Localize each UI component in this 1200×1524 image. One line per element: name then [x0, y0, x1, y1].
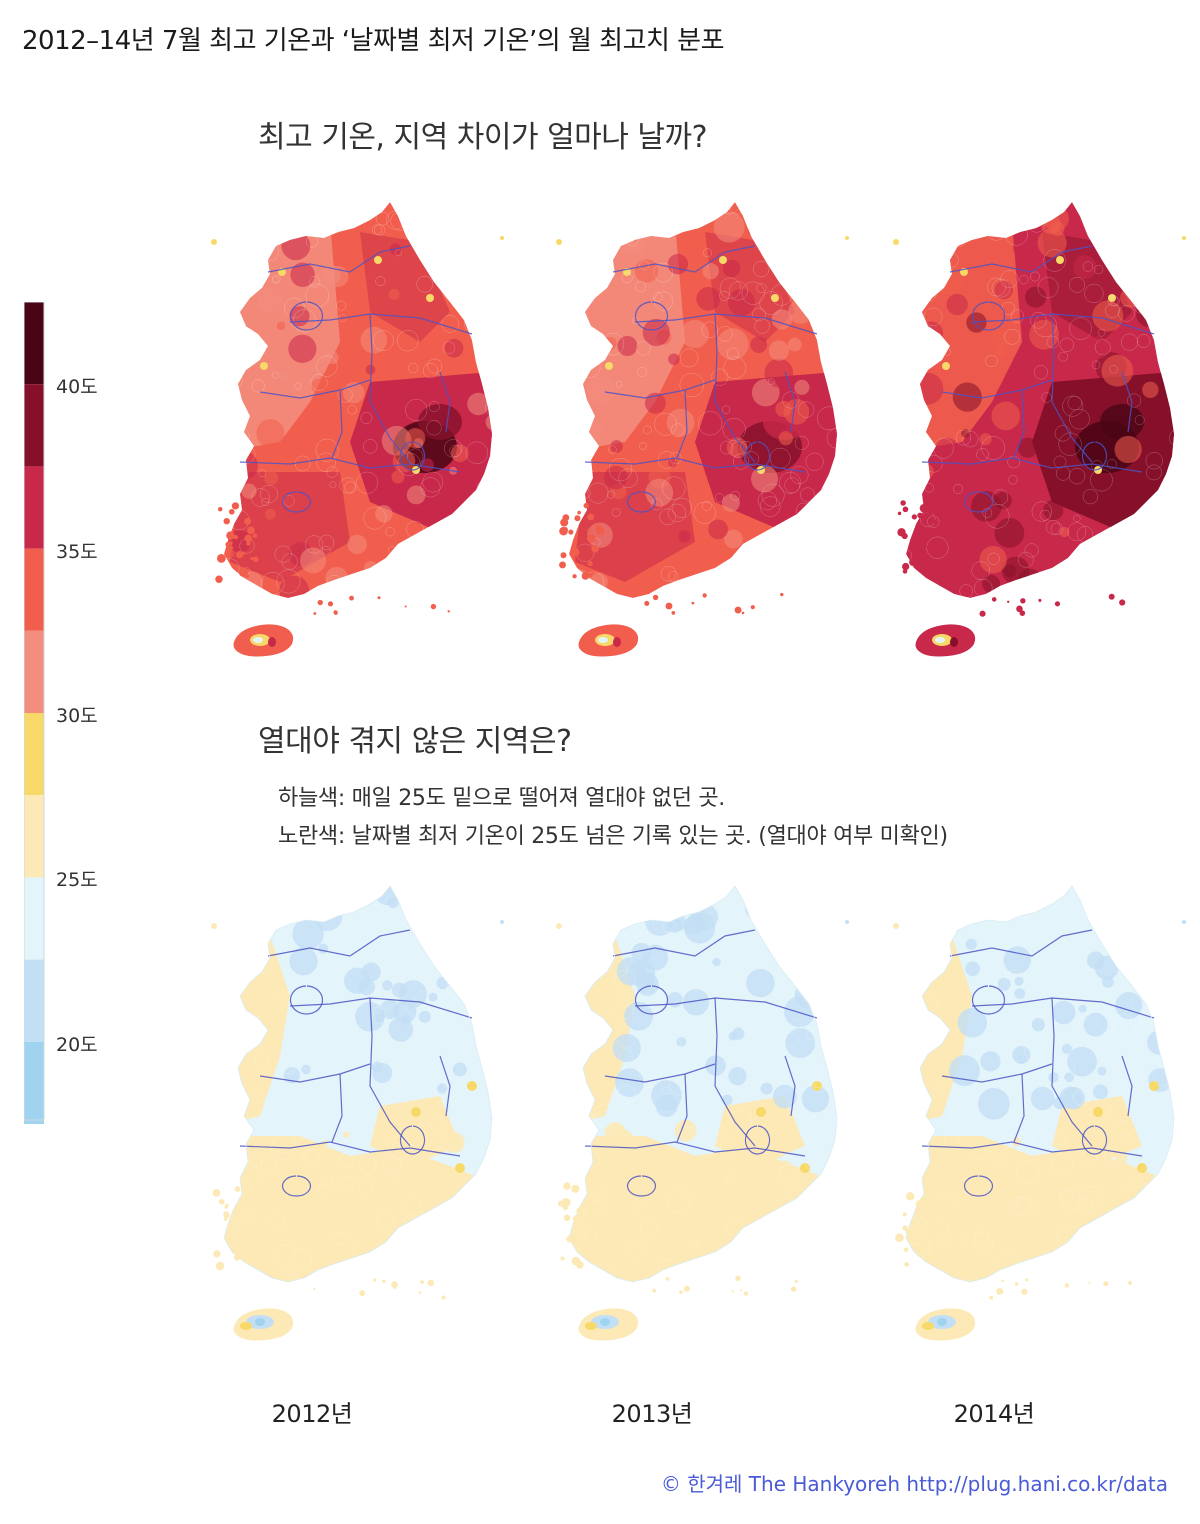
legend-tick-label: 20도	[56, 1033, 98, 1056]
legend-tick-label: 40도	[56, 376, 98, 399]
legend-bin	[24, 630, 44, 713]
tropical-night-section-title: 열대야 겪지 않은 지역은?	[258, 724, 572, 759]
min-temp-map-2014년	[893, 885, 1186, 1341]
credit-line: © 한겨레 The Hankyoreh http://plug.hani.co.…	[661, 1468, 1168, 1497]
legend-bin	[24, 877, 44, 960]
legend-tick-label: 30도	[56, 705, 98, 727]
sky-blue-note: 하늘색: 매일 25도 밑으로 떨어져 열대야 없던 곳.	[278, 786, 725, 811]
min-temp-map-2012년	[211, 885, 504, 1341]
year-label-2014: 2014년	[953, 1400, 1035, 1428]
legend-tick-label: 25도	[56, 869, 98, 892]
page-title: 2012–14년 7월 최고 기온과 ‘날짜별 최저 기온’의 월 최고치 분포	[22, 26, 725, 56]
legend-tick-label: 35도	[56, 540, 98, 563]
max-temp-map-2014년	[893, 202, 1186, 657]
credit-url[interactable]: http://plug.hani.co.kr/data	[906, 1472, 1168, 1496]
color-legend	[24, 302, 45, 1124]
credit-org-korean: 한겨레	[687, 1472, 743, 1496]
legend-bin	[24, 1041, 44, 1124]
yellow-note: 노란색: 날짜별 최저 기온이 25도 넘은 기록 있는 곳. (열대야 여부 …	[278, 824, 948, 849]
max-temp-map-2013년	[556, 202, 849, 657]
legend-bin	[24, 302, 44, 385]
legend-bin	[24, 795, 44, 878]
credit-org-english: The Hankyoreh	[748, 1472, 901, 1496]
max-temp-section-title: 최고 기온, 지역 차이가 얼마나 날까?	[258, 120, 708, 155]
legend-bin	[24, 959, 44, 1042]
year-label-2012: 2012년	[271, 1400, 353, 1428]
legend-bin	[24, 548, 44, 631]
min-temp-map-2013년	[556, 885, 849, 1341]
legend-bin	[24, 466, 44, 549]
legend-bin	[24, 713, 44, 796]
year-label-2013: 2013년	[611, 1400, 693, 1428]
legend-bin	[24, 384, 44, 467]
max-temp-map-2012년	[211, 202, 504, 657]
copyright-symbol: ©	[660, 1472, 681, 1496]
